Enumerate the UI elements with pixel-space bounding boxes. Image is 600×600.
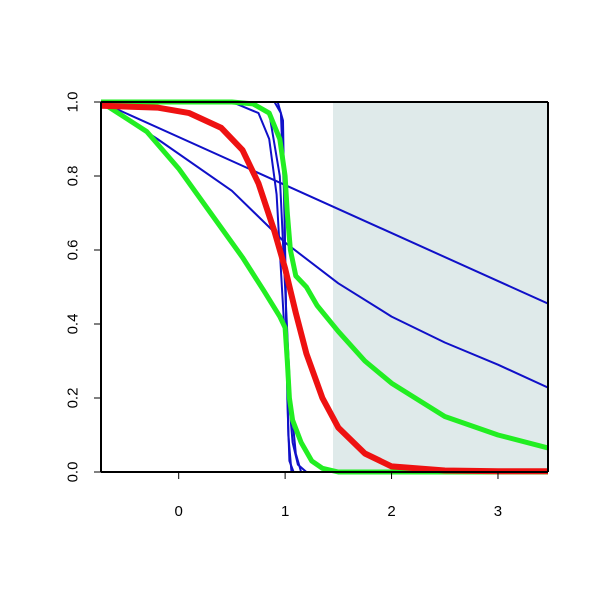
x-tick-label: 2	[387, 503, 395, 520]
series-layer	[101, 99, 548, 475]
series-green-sigmoid-lower	[101, 99, 548, 475]
y-tick-label: 0.0	[65, 462, 82, 483]
series-convex-decay	[101, 101, 548, 389]
series-red-sigmoid	[101, 102, 548, 475]
x-tick-label: 1	[281, 503, 289, 520]
y-tick-label: 1.0	[65, 92, 82, 113]
y-tick-label: 0.6	[65, 240, 82, 261]
y-tick-label: 0.4	[65, 314, 82, 335]
y-tick-label: 0.8	[65, 166, 82, 187]
x-tick-label: 0	[175, 503, 183, 520]
axes-layer	[94, 101, 549, 479]
x-tick-label: 3	[494, 503, 502, 520]
series-steep-step-4	[101, 101, 548, 473]
series-straight-line-1	[101, 101, 548, 305]
y-tick-label: 0.2	[65, 388, 82, 409]
tick-labels-layer: 0 1 2 3 0.0 0.2 0.4 0.6 0.8 1.0	[65, 92, 503, 520]
series-steep-step-1	[101, 101, 548, 473]
series-green-sigmoid-upper	[101, 99, 548, 451]
